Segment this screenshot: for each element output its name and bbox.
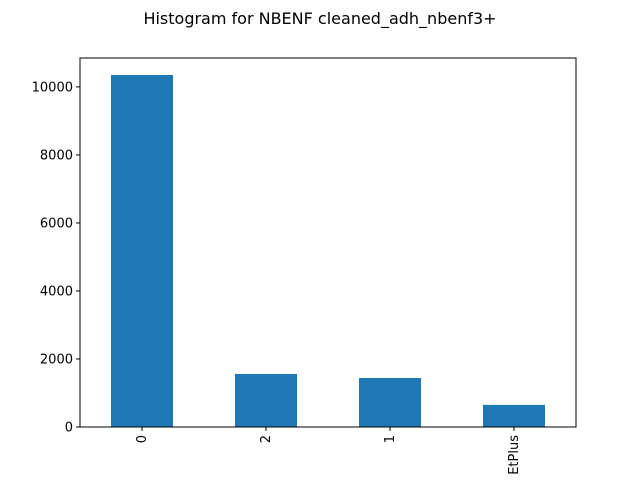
y-tick-label-4000: 4000	[40, 284, 73, 299]
chart-title: Histogram for NBENF cleaned_adh_nbenf3+	[143, 9, 496, 29]
x-tick-label-1: 1	[383, 435, 398, 443]
y-tick-label-10000: 10000	[32, 80, 73, 95]
bar-2	[235, 373, 297, 427]
bar-0	[111, 75, 173, 427]
x-tick-label-2: 2	[259, 435, 274, 443]
y-axis: 0 2000 4000 6000 8000 10000	[32, 80, 80, 436]
plot-frame	[79, 57, 577, 428]
bar-EtPlus	[483, 404, 545, 427]
x-tick-label-EtPlus: EtPlus	[507, 435, 522, 475]
bars-group	[111, 75, 545, 427]
bar-1	[359, 378, 421, 427]
y-tick-label-8000: 8000	[40, 148, 73, 163]
y-tick-label-2000: 2000	[40, 352, 73, 367]
y-tick-label-0: 0	[65, 421, 73, 436]
x-tick-label-0: 0	[135, 435, 150, 443]
x-axis: 0 2 1 EtPlus	[135, 427, 522, 475]
y-tick-label-6000: 6000	[40, 216, 73, 231]
